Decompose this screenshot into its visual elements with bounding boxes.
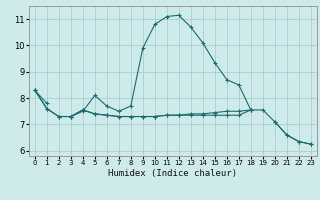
X-axis label: Humidex (Indice chaleur): Humidex (Indice chaleur) [108,169,237,178]
